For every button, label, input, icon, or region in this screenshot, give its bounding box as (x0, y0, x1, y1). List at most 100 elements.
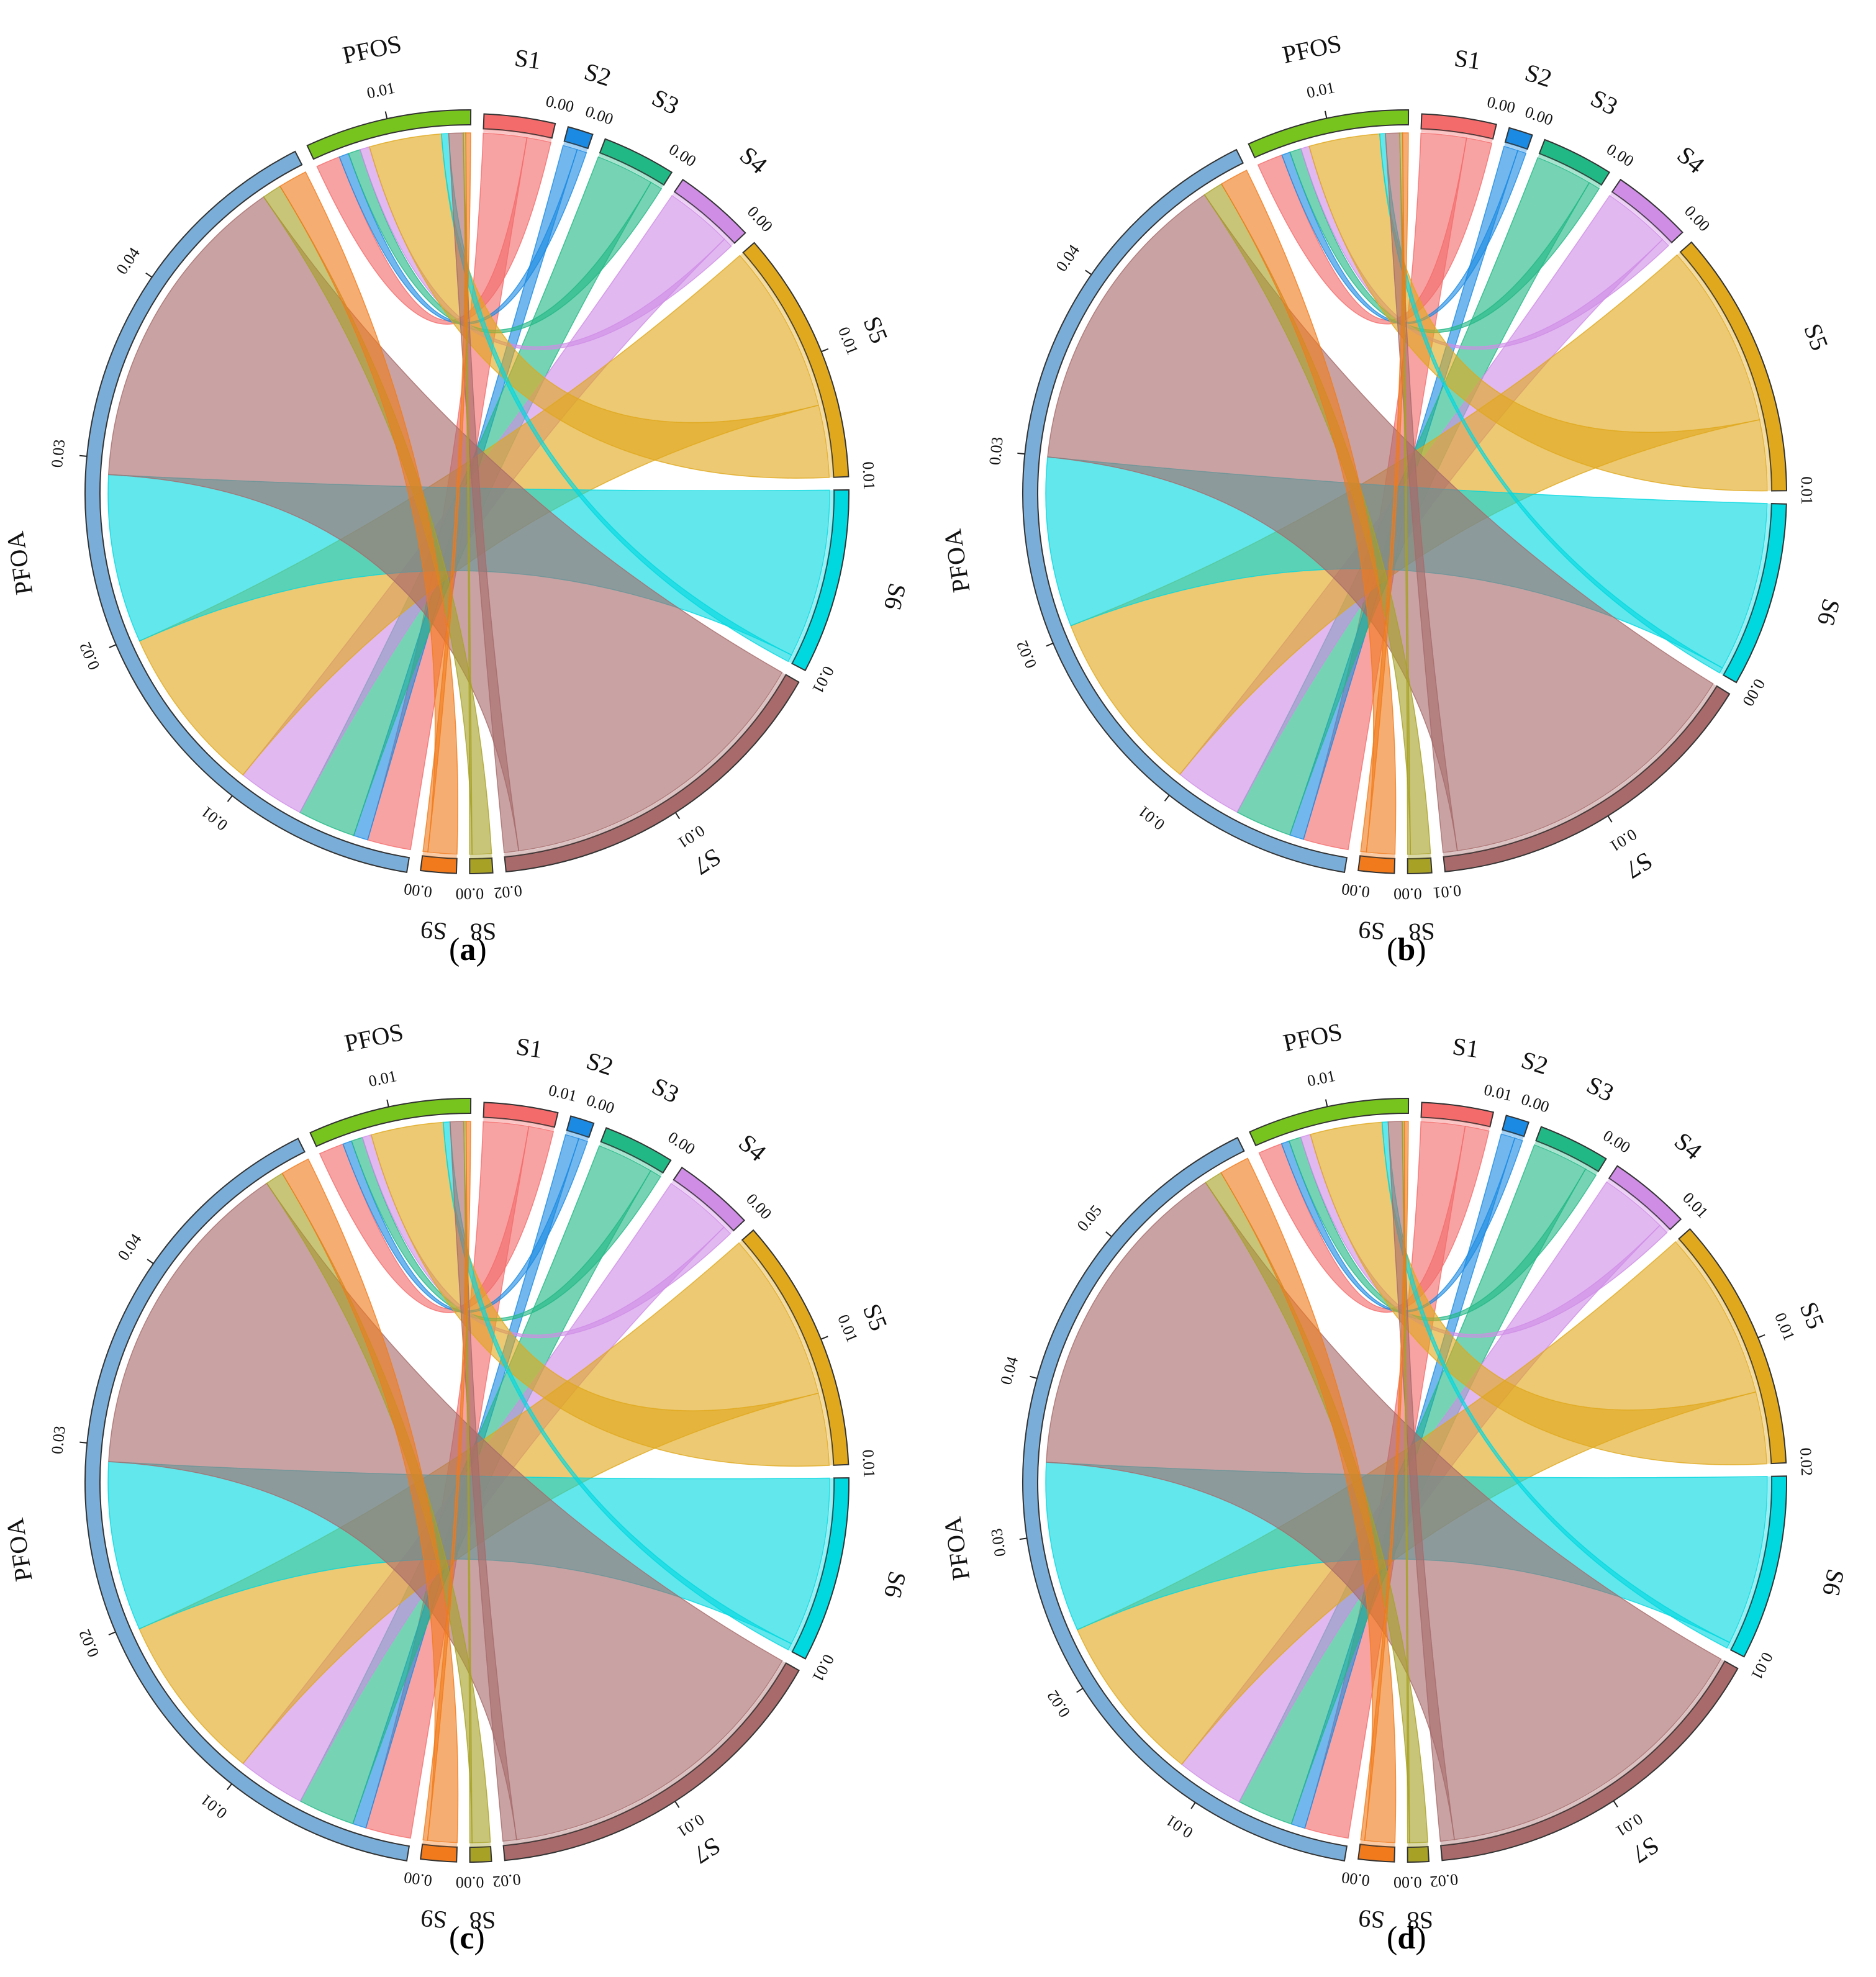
end-label-s6: 0.01 (809, 663, 838, 697)
end-label-s4: 0.00 (1681, 202, 1713, 235)
arc-s1 (1420, 1102, 1495, 1128)
ribbon-pfos-s6 (442, 1121, 792, 1651)
tick (79, 1441, 88, 1444)
end-label-s1: 0.00 (544, 92, 576, 116)
tick (820, 1336, 828, 1340)
tick (1076, 1688, 1084, 1693)
tick-label: 0.01 (835, 324, 862, 357)
tick (1046, 642, 1054, 647)
label-s1: S1 (513, 43, 543, 75)
tick-label: 0.01 (1305, 78, 1336, 102)
track-s1 (483, 1117, 555, 1131)
end-label-s1: 0.01 (1482, 1080, 1514, 1105)
ribbon-pfos-s1 (316, 137, 552, 325)
panel-caption: (c) (449, 1920, 485, 1956)
ribbons (1045, 132, 1768, 855)
label-pfos: PFOS (1280, 1018, 1344, 1057)
track-s2 (1504, 142, 1528, 153)
label-s5: S5 (858, 312, 894, 347)
arc-s8 (469, 857, 494, 875)
track-s8 (469, 1842, 491, 1847)
tick (386, 1099, 389, 1107)
tick-label: 0.03 (986, 436, 1007, 466)
tick (384, 111, 388, 119)
label-s2: S2 (1522, 58, 1556, 93)
tick-label: 0.02 (1043, 1687, 1074, 1721)
end-label-s2: 0.00 (583, 102, 615, 129)
chord-panel-a: S1 0.00 S2 0.00 S3 0.00 S4 0.00 S5 0.01 0.01 S6 0.01… (0, 0, 938, 988)
label-s9: S9 (420, 916, 448, 946)
track-s3 (1538, 153, 1602, 188)
tick (1324, 111, 1328, 119)
track-s2 (1501, 1129, 1525, 1140)
label-s2: S2 (583, 1046, 617, 1081)
arc-s3 (599, 138, 673, 186)
end-label-s7: 0.02 (492, 1870, 522, 1891)
arc-s6 (791, 1477, 850, 1660)
tick (674, 1801, 680, 1808)
tick-label: 0.01 (1613, 1810, 1646, 1840)
end-label-s6: 0.01 (809, 1652, 838, 1685)
ribbon-pfoa-s9 (281, 1158, 459, 1844)
end-label-s1: 0.01 (547, 1081, 579, 1105)
end-label-s1: 0.00 (1485, 93, 1517, 117)
end-label-s2: 0.00 (584, 1091, 617, 1117)
arc-s2 (566, 1115, 595, 1138)
label-s4: S4 (735, 141, 773, 179)
tick (1017, 452, 1025, 455)
label-s4: S4 (1669, 1127, 1707, 1165)
end-label-s4: 0.01 (1679, 1189, 1711, 1222)
tick-label: 0.01 (1162, 1811, 1196, 1842)
tick-label: 0.02 (1013, 638, 1040, 671)
tick-label: 0.01 (834, 1312, 861, 1345)
track-s4 (1606, 1178, 1670, 1233)
label-pfos: PFOS (342, 1018, 406, 1057)
label-s8: S8 (469, 918, 497, 946)
ribbon-pfos-s2 (1281, 150, 1527, 325)
end-label-s9: 0.00 (1341, 880, 1371, 902)
label-s3: S3 (1582, 1070, 1618, 1107)
arc-s8 (1407, 1845, 1430, 1863)
arc-s9 (420, 855, 458, 874)
tick (674, 812, 681, 820)
tick-label: 0.04 (1053, 242, 1084, 275)
arc-pfos (1248, 109, 1410, 158)
tick (1325, 1099, 1328, 1107)
tick-label: 0.03 (48, 1425, 68, 1455)
arc-pfos (309, 1098, 472, 1147)
ribbon-pfos-s1 (1257, 137, 1493, 325)
ribbons (1045, 1121, 1768, 1844)
ribbon-pfos-s2 (338, 148, 587, 325)
track-s9 (422, 1840, 458, 1847)
track-s4 (672, 192, 735, 246)
label-s7: S7 (688, 1832, 725, 1870)
tick (1085, 269, 1092, 276)
label-s8: S8 (1408, 918, 1436, 946)
arc-pfoa (84, 1138, 410, 1862)
arc-s7 (504, 674, 800, 873)
track-s9 (422, 852, 457, 859)
label-pfos: PFOS (1280, 29, 1344, 69)
label-s5: S5 (1794, 1298, 1830, 1332)
ribbon-pfos-s9 (422, 132, 471, 853)
arc-pfoa (84, 150, 410, 874)
arc-s3 (1538, 138, 1611, 186)
label-s1: S1 (514, 1032, 544, 1063)
track-s3 (1534, 1141, 1598, 1175)
ribbon-pfos-s1 (319, 1126, 555, 1313)
arc-s4 (1611, 178, 1683, 244)
panel-caption: (a) (449, 932, 487, 967)
label-s3: S3 (648, 1072, 684, 1108)
tick (1613, 1800, 1618, 1807)
chord-panel-b: S1 0.00 S2 0.00 S3 0.00 S4 0.00 S5 0.01 S6 0.00 S7 0.… (938, 0, 1875, 988)
label-s6: S6 (1812, 596, 1846, 629)
label-s8: S8 (1407, 1906, 1434, 1935)
arc-s4 (673, 1166, 746, 1232)
label-s3: S3 (648, 83, 684, 120)
arc-s9 (1357, 855, 1396, 874)
tick (109, 644, 117, 648)
arc-s1 (483, 1102, 559, 1128)
end-label-s7: 0.02 (1429, 1870, 1459, 1891)
